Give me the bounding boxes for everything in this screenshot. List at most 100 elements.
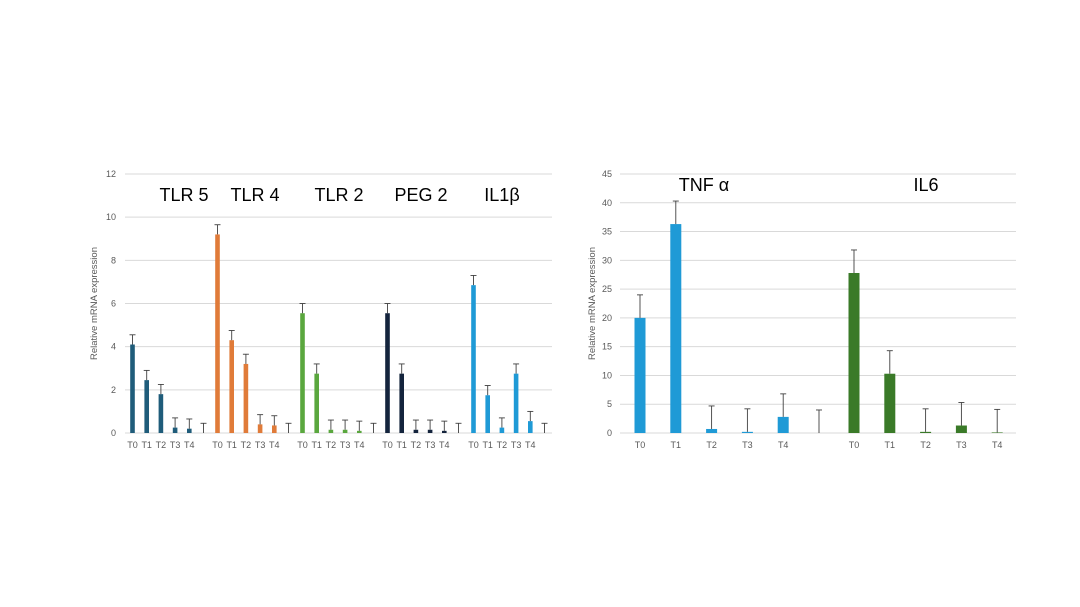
error-bar — [994, 408, 1001, 433]
error-bar — [299, 303, 306, 314]
x-tick-label: T0 — [127, 440, 138, 450]
x-tick-label: T0 — [635, 440, 646, 450]
bar-peg2-t0 — [385, 313, 390, 433]
bar-tlr2-t4 — [357, 430, 362, 433]
bar-tnf-t3 — [741, 431, 753, 433]
error-bar — [498, 417, 505, 428]
bar-tlr4-t4 — [272, 425, 277, 433]
x-tick-label: T0 — [382, 440, 393, 450]
x-tick-label: T3 — [425, 440, 436, 450]
error-bar — [214, 224, 221, 235]
x-tick-label: T2 — [920, 440, 931, 450]
bar-tnf-t0 — [634, 317, 646, 433]
x-tick-label: T3 — [742, 440, 753, 450]
bar-tlr5-t0 — [130, 344, 135, 433]
x-tick-label: T2 — [156, 440, 167, 450]
bar-il6-t4 — [991, 432, 1003, 433]
error-bar — [398, 363, 405, 374]
y-axis-label: Relative mRNA expression — [587, 247, 598, 360]
error-bar — [356, 420, 363, 431]
bar-peg2-t3 — [427, 429, 433, 433]
error-bar — [780, 393, 787, 417]
bar-tlr2-t1 — [314, 373, 319, 433]
x-tick-label: T4 — [354, 440, 365, 450]
bar-il1-t3 — [513, 373, 519, 433]
x-tick-label: T1 — [311, 440, 322, 450]
error-bar — [186, 418, 193, 429]
bar-tlr5-t2 — [158, 394, 164, 433]
y-tick-label: 12 — [106, 169, 116, 179]
error-bar — [922, 408, 929, 432]
error-bar — [527, 410, 534, 422]
bar-il1-t4 — [528, 421, 533, 433]
y-tick-label: 4 — [111, 342, 116, 352]
error-bar — [228, 330, 235, 341]
y-tick-label: 10 — [602, 370, 612, 380]
bar-tlr5-t3 — [172, 427, 178, 433]
x-tick-label: T4 — [778, 440, 789, 450]
error-bar — [441, 420, 448, 431]
y-tick-label: 0 — [607, 428, 612, 438]
bar-il6-t0 — [848, 272, 860, 433]
x-tick-label: T3 — [956, 440, 967, 450]
bar-peg2-t1 — [399, 373, 404, 433]
error-bar — [157, 383, 164, 395]
error-bar — [129, 334, 136, 345]
x-tick-label: T1 — [396, 440, 407, 450]
bar-tlr4-t0 — [215, 234, 220, 433]
x-tick-label: T4 — [269, 440, 280, 450]
y-tick-label: 10 — [106, 212, 116, 222]
x-tick-label: T0 — [849, 440, 860, 450]
bar-tlr4-t3 — [257, 424, 263, 433]
bar-il1-t0 — [471, 285, 476, 433]
error-bar — [143, 369, 150, 381]
bar-tlr5-t1 — [144, 380, 149, 433]
y-tick-label: 40 — [602, 198, 612, 208]
error-bar — [637, 294, 643, 318]
x-tick-label: T2 — [497, 440, 508, 450]
x-tick-label: T4 — [525, 440, 536, 450]
y-tick-label: 20 — [602, 313, 612, 323]
y-tick-label: 35 — [602, 227, 612, 237]
group-label: TLR 2 — [314, 185, 363, 205]
spacer-error-bar — [370, 422, 377, 433]
bar-tlr2-t2 — [328, 429, 334, 433]
x-tick-label: T1 — [885, 440, 896, 450]
x-tick-label: T1 — [671, 440, 682, 450]
error-bar — [851, 249, 857, 273]
error-bar — [327, 419, 334, 430]
error-bar — [172, 417, 179, 428]
bar-tnf-t2 — [706, 428, 718, 433]
bar-il6-t1 — [884, 373, 896, 433]
x-tick-label: T3 — [255, 440, 266, 450]
spacer-error-bar — [200, 422, 207, 433]
group-label: IL6 — [913, 175, 938, 195]
error-bar — [313, 363, 320, 374]
bar-tlr2-t0 — [300, 313, 305, 433]
bar-tlr4-t2 — [243, 363, 249, 433]
bar-peg2-t4 — [442, 430, 447, 433]
x-tick-label: T1 — [141, 440, 152, 450]
error-bar — [412, 419, 419, 430]
error-bar — [513, 363, 520, 374]
y-tick-label: 0 — [111, 428, 116, 438]
bar-tlr4-t1 — [229, 340, 234, 433]
x-tick-label: T3 — [170, 440, 181, 450]
error-bar — [427, 419, 434, 430]
group-label: PEG 2 — [394, 185, 447, 205]
x-tick-label: T2 — [706, 440, 717, 450]
group-label: TLR 4 — [230, 185, 279, 205]
x-tick-label: T0 — [468, 440, 479, 450]
y-tick-label: 45 — [602, 169, 612, 179]
y-tick-label: 2 — [111, 385, 116, 395]
x-tick-label: T2 — [411, 440, 422, 450]
x-tick-label: T1 — [226, 440, 237, 450]
y-tick-label: 15 — [602, 342, 612, 352]
bar-tlr2-t3 — [342, 429, 348, 433]
error-bar — [672, 200, 679, 225]
x-tick-label: T1 — [482, 440, 493, 450]
error-bar — [484, 385, 491, 396]
bar-il6-t3 — [955, 425, 967, 433]
error-bar — [708, 405, 715, 429]
x-tick-label: T3 — [511, 440, 522, 450]
